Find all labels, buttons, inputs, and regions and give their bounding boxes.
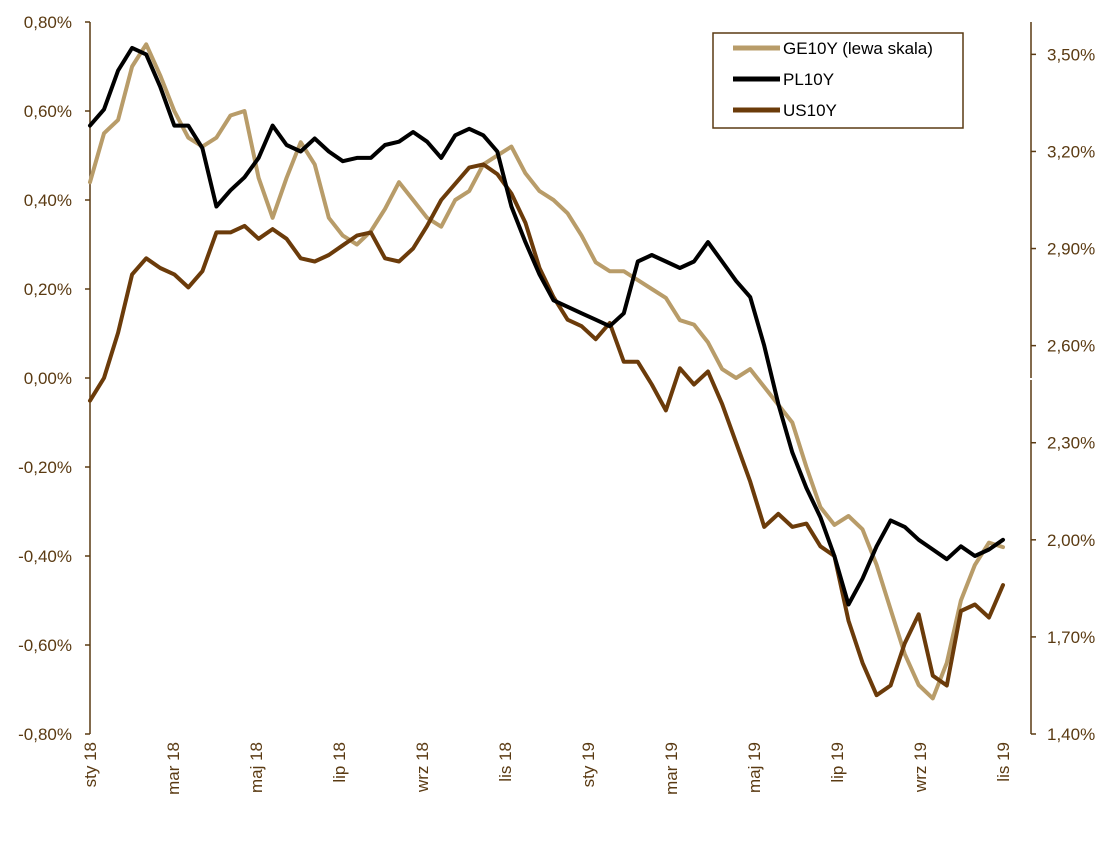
series-line-us10y (88, 162, 1005, 698)
series-line-ge10y (88, 42, 1005, 701)
right-y-tick-label: 2,00% (1047, 531, 1095, 550)
x-tick-label: lip 18 (330, 742, 349, 783)
right-y-tick-label: 2,30% (1047, 434, 1095, 453)
left-y-tick-label: -0,20% (18, 458, 72, 477)
series-line-pl10y (88, 45, 1005, 607)
left-y-tick-label: 0,60% (24, 102, 72, 121)
right-y-tick-label: 2,90% (1047, 240, 1095, 259)
x-tick-label: mar 19 (662, 742, 681, 795)
x-tick-label: wrz 19 (911, 742, 930, 793)
left-y-tick-label: 0,40% (24, 191, 72, 210)
x-tick-label: lis 19 (994, 742, 1013, 782)
x-tick-label: maj 18 (247, 742, 266, 793)
x-tick-label: maj 19 (745, 742, 764, 793)
x-tick-label: sty 18 (81, 742, 100, 787)
left-y-tick-label: 0,00% (24, 369, 72, 388)
legend-label-us10y: US10Y (783, 101, 837, 120)
legend-label-pl10y: PL10Y (783, 70, 834, 89)
left-y-tick-label: 0,80% (24, 13, 72, 32)
right-y-tick-label: 3,50% (1047, 45, 1095, 64)
left-y-tick-label: -0,80% (18, 725, 72, 744)
left-y-ticks: 0,80% 0,60% 0,40% 0,20% 0,00% -0,20% -0,40% -0,… (18, 13, 90, 744)
left-y-tick-label: -0,60% (18, 636, 72, 655)
left-y-tick-label: 0,20% (24, 280, 72, 299)
x-ticks: sty 18 mar 18 maj 18 lip 18 wrz 18 lis 18 sty … (81, 742, 1013, 795)
x-tick-label: mar 18 (164, 742, 183, 795)
right-y-ticks: 3,50% 3,20% 2,90% 2,60% 2,30% 2,00% 1,70% 1,40% (1031, 45, 1095, 744)
legend: GE10Y (lewa skala) PL10Y US10Y (712, 32, 964, 129)
x-tick-label: sty 19 (579, 742, 598, 787)
axes-layer (89, 22, 1032, 734)
x-tick-label: lis 18 (496, 742, 515, 782)
right-y-tick-label: 3,20% (1047, 142, 1095, 161)
right-y-tick-label: 2,60% (1047, 337, 1095, 356)
left-y-tick-label: -0,40% (18, 547, 72, 566)
right-y-tick-label: 1,40% (1047, 725, 1095, 744)
x-tick-label: lip 19 (828, 742, 847, 783)
right-y-tick-label: 1,70% (1047, 628, 1095, 647)
series-layer (88, 42, 1005, 701)
x-tick-label: wrz 18 (413, 742, 432, 793)
legend-label-ge10y: GE10Y (lewa skala) (783, 39, 933, 58)
